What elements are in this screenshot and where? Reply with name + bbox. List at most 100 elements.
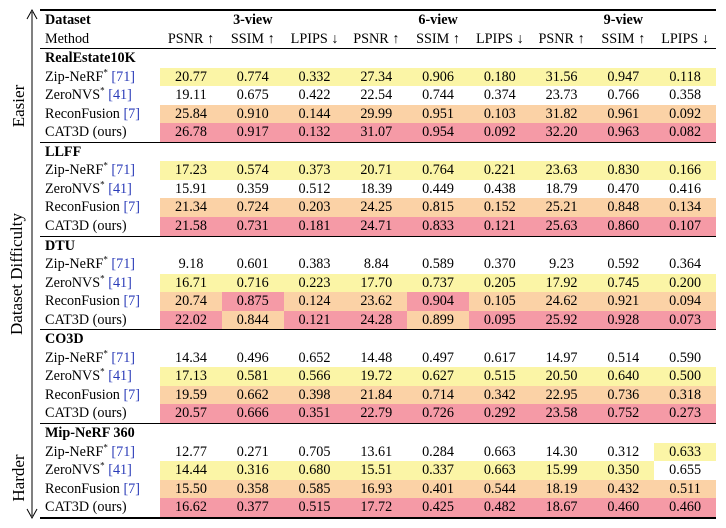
metric-value: 0.954: [407, 123, 469, 143]
citation-link[interactable]: [71]: [111, 68, 136, 85]
method-superscript: *: [100, 272, 105, 283]
metric-value: 0.358: [221, 479, 284, 499]
method-name: CAT3D (ours): [40, 311, 160, 330]
method-superscript: *: [100, 460, 105, 471]
citation-link[interactable]: [41]: [108, 87, 132, 104]
table-row: ReconFusion [7] 21.34 0.724 0.203 24.25 0.815…: [40, 198, 716, 218]
metric-value: 0.830: [592, 161, 655, 180]
metric-value: 17.23: [160, 161, 222, 180]
metric-value: 0.815: [407, 198, 469, 218]
metric-value: 0.724: [221, 198, 284, 218]
metric-value: 0.744: [422, 87, 454, 104]
metric-value: 0.205: [468, 273, 531, 293]
method-name: ZeroNVS* [41]: [40, 180, 160, 199]
metric-value: 0.860: [592, 217, 655, 237]
metric-value: 0.585: [283, 479, 346, 499]
metric-value: 17.70: [345, 273, 408, 293]
method-name: Zip-NeRF* [71]: [40, 442, 160, 462]
group-header-9-view: 9-view: [603, 12, 644, 28]
metric-value: 0.921: [592, 292, 655, 311]
citation-link[interactable]: [71]: [111, 162, 136, 179]
metric-value: 0.574: [221, 161, 284, 180]
metric-value: 0.118: [654, 67, 716, 87]
metric-value: 0.917: [221, 123, 284, 143]
citation-link[interactable]: [41]: [108, 462, 132, 479]
method-label: ZeroNVS: [45, 180, 101, 197]
method-label: ZeroNVS: [45, 87, 101, 104]
metric-value: 0.292: [468, 404, 531, 424]
metric-value: 16.93: [345, 479, 408, 499]
metric-value: 0.875: [221, 292, 284, 311]
metric-value: 14.97: [545, 349, 578, 366]
metric-value: 31.56: [530, 67, 593, 87]
metric-header: SSIM ↑: [416, 30, 460, 47]
table-row: CAT3D (ours) 21.58 0.731 0.181 24.71 0.833 0.1…: [40, 217, 716, 237]
results-table: Dataset 3-view 6-view 9-view Method PSNR…: [40, 9, 716, 519]
metric-value: 0.716: [221, 273, 284, 293]
method-name: CAT3D (ours): [40, 217, 160, 236]
group-header-3-view: 3-view: [233, 12, 273, 28]
metric-value: 0.581: [221, 367, 284, 386]
metric-value: 0.180: [468, 67, 531, 87]
dataset-section-header: Mip-NeRF 360: [40, 423, 716, 443]
metric-value: 17.72: [345, 498, 408, 518]
metric-value: 24.28: [345, 310, 408, 330]
metric-header: LPIPS ↓: [661, 30, 709, 47]
metric-value: 0.092: [468, 123, 531, 143]
metric-value: 23.63: [530, 161, 593, 180]
method-label: ZeroNVS: [45, 368, 101, 385]
metric-value: 20.71: [345, 161, 408, 180]
citation-link[interactable]: [7]: [123, 480, 140, 497]
citation-link[interactable]: [7]: [123, 386, 140, 403]
citation-link[interactable]: [71]: [111, 443, 136, 460]
metric-value: 0.617: [483, 349, 516, 366]
table-row: CAT3D (ours) 20.57 0.666 0.351 22.79 0.726 0.2…: [40, 404, 716, 424]
citation-link[interactable]: [41]: [108, 274, 132, 291]
citation-link[interactable]: [71]: [111, 349, 136, 366]
metric-value: 0.425: [407, 498, 469, 518]
table-row: Zip-NeRF* [71] 12.77 0.271 0.705 13.61 0.284 0…: [40, 442, 716, 462]
method-superscript: *: [100, 85, 105, 96]
metric-value: 0.904: [407, 292, 469, 311]
metric-value: 0.633: [654, 442, 716, 462]
method-name: ZeroNVS* [41]: [40, 272, 160, 293]
method-label: ReconFusion: [45, 386, 124, 403]
metric-value: 0.342: [468, 385, 531, 405]
method-label: ReconFusion: [45, 199, 124, 216]
metric-value: 0.745: [592, 273, 655, 293]
method-name: ZeroNVS* [41]: [40, 367, 160, 386]
metric-value: 0.961: [592, 104, 655, 124]
citation-link[interactable]: [71]: [111, 256, 136, 273]
metric-value: 21.34: [160, 198, 222, 218]
metric-value: 0.662: [221, 385, 284, 405]
citation-link[interactable]: [7]: [123, 105, 140, 122]
metric-value: 0.095: [468, 310, 531, 330]
metric-value: 0.663: [468, 461, 531, 480]
metric-value: 0.663: [483, 443, 516, 460]
table-row: Zip-NeRF* [71] 17.23 0.574 0.373 20.71 0.764 0…: [40, 161, 716, 180]
metric-value: 25.21: [530, 198, 593, 218]
metric-header: SSIM ↑: [230, 30, 275, 47]
table-row: ReconFusion [7] 15.50 0.358 0.585 16.93 0.401…: [40, 479, 716, 499]
metric-value: 32.20: [530, 123, 593, 143]
metric-value: 0.460: [654, 498, 716, 518]
metric-value: 0.601: [236, 256, 269, 273]
method-label: ZeroNVS: [45, 462, 101, 479]
header-row-metrics: Method PSNR ↑ SSIM ↑ LPIPS ↓ PSNR ↑ SSIM…: [40, 30, 716, 49]
metric-value: 0.680: [283, 461, 346, 480]
metric-value: 0.511: [654, 479, 716, 499]
method-label: Zip-NeRF: [45, 349, 104, 366]
citation-link[interactable]: [41]: [108, 368, 132, 385]
method-label: Zip-NeRF: [45, 68, 104, 85]
citation-link[interactable]: [7]: [123, 293, 140, 310]
method-name: ReconFusion [7]: [40, 198, 160, 217]
citation-link[interactable]: [41]: [108, 180, 132, 197]
metric-value: 0.675: [236, 87, 269, 104]
metric-value: 17.13: [160, 367, 222, 386]
citation-link[interactable]: [7]: [123, 199, 140, 216]
metric-value: 0.200: [654, 273, 716, 293]
metric-value: 0.910: [221, 104, 284, 124]
metric-value: 20.50: [530, 367, 593, 386]
metric-value: 0.284: [422, 443, 454, 460]
metric-value: 0.416: [669, 180, 702, 197]
